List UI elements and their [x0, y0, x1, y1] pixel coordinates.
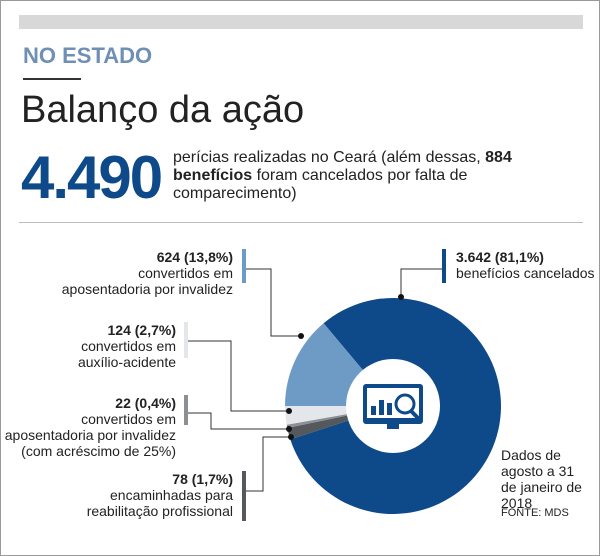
top-bar — [19, 15, 583, 29]
slice-label: 22 (0,4%) convertidos em aposentadoria po… — [1, 395, 176, 459]
kicker: NO ESTADO — [23, 43, 153, 68]
category-label: convertidos em aposentadoria por invalid… — [4, 411, 176, 459]
rule — [23, 78, 81, 80]
leaders — [186, 268, 444, 492]
dot — [286, 426, 292, 432]
divider — [19, 222, 583, 223]
leader-line — [244, 268, 301, 337]
dot — [398, 294, 404, 300]
dot — [298, 333, 304, 339]
description-bold: 884 benefícios — [173, 149, 512, 184]
value-label: 124 (2,7%) — [107, 322, 176, 338]
label-bar — [442, 249, 446, 283]
leader-dots — [286, 294, 404, 440]
category-label: convertidos em auxílio-acidente — [77, 338, 176, 370]
description-text: foram cancelados por falta de comparecim… — [173, 167, 468, 202]
value-label: 624 (13,8%) — [156, 249, 233, 265]
headline-number: 4.490 — [21, 144, 163, 211]
leader-line — [400, 268, 444, 297]
source: FONTE: MDS — [501, 507, 569, 519]
category-label: benefícios cancelados — [456, 265, 595, 281]
slice-label: 78 (1,7%) encaminhadas para reabilitação … — [63, 471, 233, 519]
dot — [288, 434, 294, 440]
value-label: 3.642 (81,1%) — [456, 249, 544, 265]
category-label: convertidos em aposentadoria por invalid… — [61, 265, 233, 297]
chart-title: Balanço da ação — [21, 89, 305, 131]
slice-label: 624 (13,8%) convertidos em aposentadoria … — [53, 249, 233, 297]
label-bar — [242, 249, 246, 283]
dot — [286, 408, 292, 414]
description-text: perícias realizadas no Ceará (além dessa… — [173, 149, 486, 166]
value-label: 22 (0,4%) — [115, 395, 176, 411]
icon — [363, 384, 423, 429]
category-label: encaminhadas para reabilitação profissio… — [86, 487, 233, 519]
description: perícias realizadas no Ceará (além dessa… — [173, 149, 533, 203]
label-bar — [242, 471, 246, 521]
note: Dados de agosto a 31 de janeiro de 2018 — [501, 447, 582, 511]
label-bar — [184, 395, 188, 425]
leader-line — [186, 412, 289, 430]
slice-label: 3.642 (81,1%) benefícios cancelados — [456, 249, 599, 281]
leader-line — [244, 436, 291, 492]
value-label: 78 (1,7%) — [172, 471, 233, 487]
leader-line — [186, 340, 289, 412]
slice-label: 124 (2,7%) convertidos em auxílio-acident… — [61, 322, 176, 370]
label-bar — [184, 322, 188, 358]
